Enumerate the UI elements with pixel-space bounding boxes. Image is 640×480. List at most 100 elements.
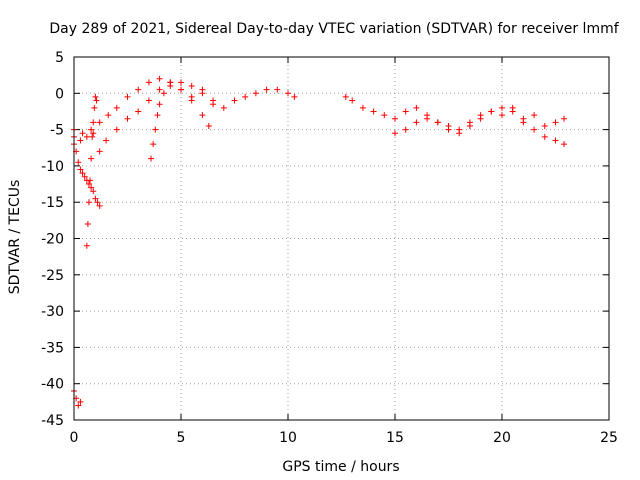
data-point <box>156 101 163 108</box>
data-point <box>135 86 142 93</box>
x-axis-label: GPS time / hours <box>282 459 399 475</box>
data-point <box>83 242 90 249</box>
data-point <box>160 90 167 97</box>
data-point <box>210 101 217 108</box>
data-point <box>87 177 94 184</box>
data-point <box>105 112 112 119</box>
data-point <box>83 133 90 140</box>
data-point <box>205 122 212 129</box>
data-point <box>499 112 505 119</box>
y-tick-label: -40 <box>41 377 64 393</box>
axis-ticks: 0 5 10 15 20 25 5 0 -5 -10 -15 -20 -25 -30 -35 -40 -45 <box>41 50 618 446</box>
data-point <box>94 199 101 206</box>
chart-title: Day 289 of 2021, Sidereal Day-to-day VTE… <box>49 21 619 37</box>
data-point <box>274 86 281 93</box>
data-point <box>152 126 159 133</box>
data-point <box>156 86 163 93</box>
data-point <box>242 93 249 100</box>
data-point <box>434 119 441 126</box>
data-point <box>188 83 195 90</box>
data-point <box>93 97 100 104</box>
data-point <box>178 79 184 86</box>
data-point <box>561 141 568 148</box>
x-tick-label: 25 <box>600 430 618 446</box>
data-point <box>531 112 538 119</box>
data-point <box>124 115 131 122</box>
x-tick-label: 10 <box>279 430 297 446</box>
x-tick-label: 20 <box>493 430 511 446</box>
data-point <box>188 97 195 104</box>
series-sat-e <box>96 79 217 155</box>
y-tick-label: 5 <box>55 50 64 66</box>
data-point <box>154 112 161 119</box>
data-point <box>88 155 95 162</box>
series-sat-h <box>342 93 568 148</box>
data-point <box>392 115 398 122</box>
data-point <box>85 181 92 188</box>
data-point <box>150 141 157 148</box>
data-point <box>520 119 527 126</box>
data-point <box>75 159 82 166</box>
data-point <box>84 220 91 227</box>
data-point <box>88 126 95 133</box>
data-point <box>88 184 95 191</box>
data-point <box>370 108 377 115</box>
data-point <box>263 86 270 93</box>
data-point <box>79 130 86 137</box>
data-point <box>359 104 366 111</box>
series-sat-b <box>71 387 84 409</box>
data-point <box>541 133 548 140</box>
data-point <box>342 93 349 100</box>
y-axis-label: SDTVAR / TECUs <box>7 180 23 295</box>
data-point <box>79 170 86 177</box>
data-point <box>148 155 155 162</box>
data-point <box>89 133 96 140</box>
data-points <box>71 75 568 409</box>
data-point <box>509 104 516 111</box>
series-sat-d <box>71 75 298 137</box>
data-point <box>552 119 559 126</box>
data-point <box>552 137 559 144</box>
data-point <box>81 173 88 180</box>
y-tick-label: 0 <box>55 86 64 102</box>
data-point <box>477 112 484 119</box>
data-point <box>90 188 97 195</box>
data-point <box>220 104 227 111</box>
data-point <box>456 126 463 133</box>
data-point <box>499 104 505 111</box>
data-point <box>402 126 409 133</box>
data-point <box>541 122 548 129</box>
data-point <box>85 199 92 206</box>
data-point <box>466 119 473 126</box>
data-point <box>96 119 103 126</box>
data-point <box>285 90 291 97</box>
data-point <box>145 79 152 86</box>
series-sat-c <box>83 93 100 249</box>
data-point <box>231 97 238 104</box>
x-tick-label: 5 <box>177 430 186 446</box>
plot-frame <box>73 56 610 421</box>
data-point <box>75 402 82 409</box>
data-point <box>561 115 568 122</box>
data-point <box>199 112 206 119</box>
data-point <box>113 104 120 111</box>
data-point <box>77 166 84 173</box>
y-tick-label: -5 <box>50 123 64 139</box>
x-tick-label: 15 <box>386 430 404 446</box>
data-point <box>392 130 398 137</box>
data-point <box>90 130 97 137</box>
data-point <box>135 108 142 115</box>
data-point <box>178 86 184 93</box>
data-point <box>156 75 163 82</box>
grid-lines <box>74 57 609 420</box>
data-point <box>96 202 103 209</box>
data-point <box>445 122 452 129</box>
y-tick-label: -20 <box>41 232 64 248</box>
data-point <box>199 86 206 93</box>
data-point <box>96 148 103 155</box>
data-point <box>424 115 431 122</box>
data-point <box>488 108 495 115</box>
y-tick-label: -30 <box>41 304 64 320</box>
